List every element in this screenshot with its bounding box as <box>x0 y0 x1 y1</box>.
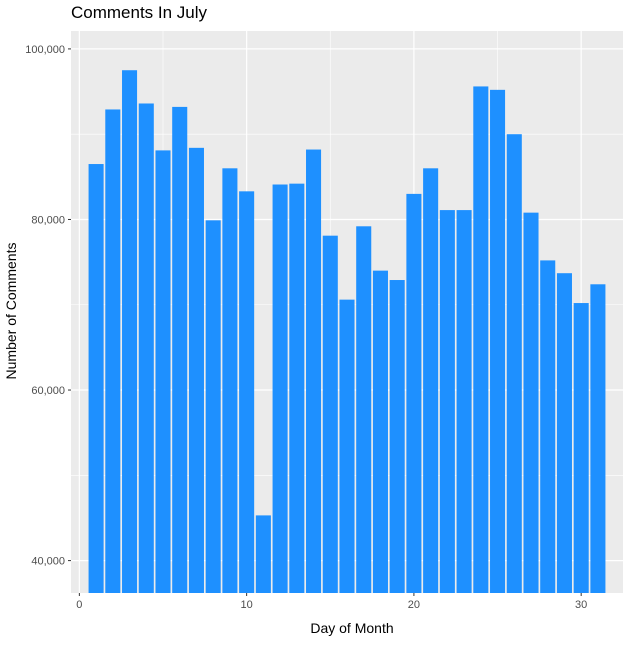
bar <box>205 220 221 593</box>
y-tick-label: 40,000 <box>31 556 65 568</box>
bar <box>306 149 322 593</box>
bar <box>490 89 506 594</box>
bar <box>389 280 405 593</box>
bar <box>473 86 489 594</box>
y-axis-label: Number of Comments <box>3 243 19 380</box>
bar <box>322 235 338 593</box>
bar <box>122 70 138 594</box>
bar <box>255 515 271 593</box>
x-tick-label: 30 <box>575 599 587 611</box>
bar <box>556 273 572 593</box>
bar <box>272 184 288 593</box>
bar <box>172 106 188 594</box>
x-axis: 0 10 20 30 <box>76 593 587 611</box>
y-axis: 40,000 60,000 80,000 100,000 <box>25 44 71 568</box>
chart-title: Comments In July <box>71 3 208 22</box>
bars <box>88 70 606 594</box>
x-tick-label: 10 <box>241 599 253 611</box>
bar <box>188 147 204 593</box>
bar <box>423 168 439 593</box>
x-tick-label: 20 <box>408 599 420 611</box>
bar <box>105 109 121 594</box>
bar <box>155 150 171 594</box>
bar <box>289 183 305 593</box>
bar <box>222 168 238 593</box>
bar <box>439 210 455 593</box>
bar <box>456 210 472 593</box>
bar <box>239 191 255 594</box>
y-tick-label: 80,000 <box>31 214 65 226</box>
bar <box>138 103 154 593</box>
bar <box>573 303 589 593</box>
bar <box>356 226 372 594</box>
bar <box>540 260 556 593</box>
y-tick-label: 100,000 <box>25 44 65 56</box>
x-tick-label: 0 <box>76 599 82 611</box>
bar <box>590 284 606 593</box>
bar <box>523 212 539 593</box>
bar <box>88 164 104 593</box>
bar <box>372 270 388 593</box>
bar <box>406 193 422 594</box>
bar <box>339 299 355 593</box>
y-tick-label: 60,000 <box>31 385 65 397</box>
bar <box>506 134 522 593</box>
x-axis-label: Day of Month <box>310 620 393 636</box>
